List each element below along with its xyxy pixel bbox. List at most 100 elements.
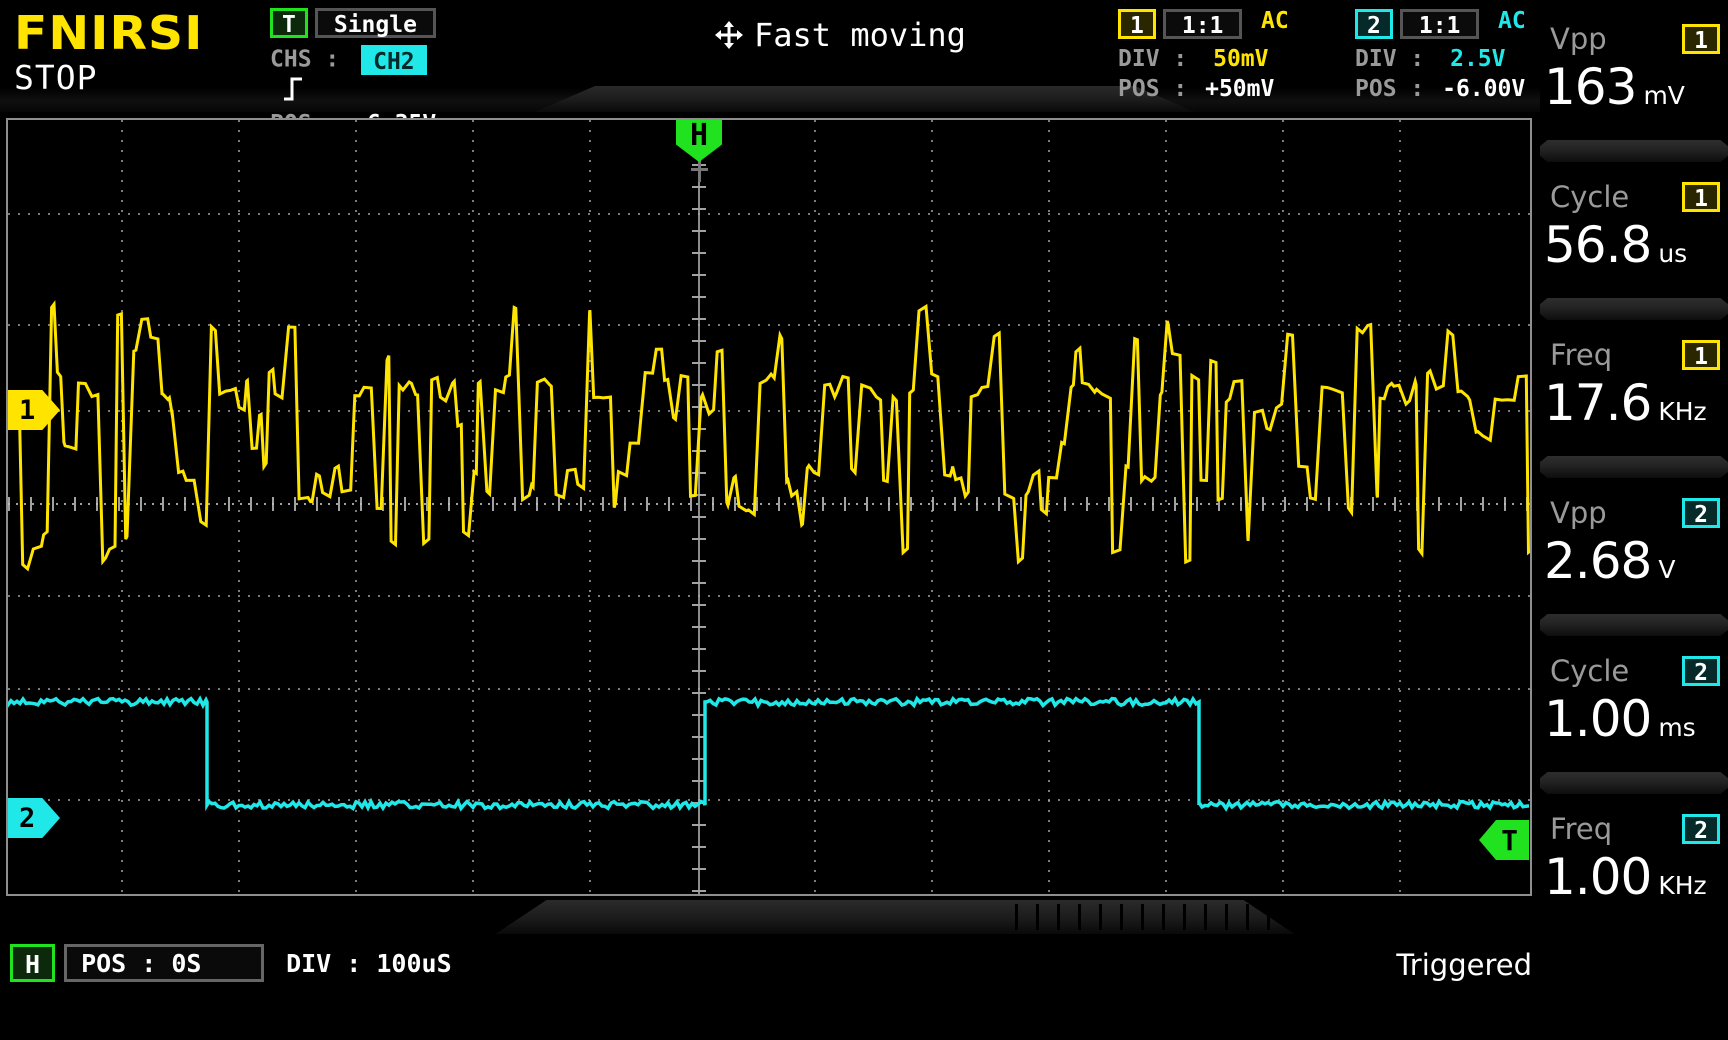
rising-edge-icon[interactable] [282,75,304,107]
trigger-mode-row: T Single [270,8,470,38]
channel-2-probe-button[interactable]: 1:1 [1399,8,1480,39]
measurement-cycle-ch1[interactable]: Cycle 1 56.8 us [1540,180,1728,338]
channel-1-pos-row: POS : +50mV [1118,76,1358,102]
measurement-channel-badge: 2 [1682,656,1720,686]
measurement-panel: Vpp 1 163 mV Cycle 1 56.8 us Freq 1 [1540,0,1728,1040]
measurement-value: 17.6 [1544,374,1652,432]
panel-separator [1540,140,1728,162]
timebase-ruler [1015,904,1295,930]
measurement-unit: KHz [1658,871,1707,900]
channel-1-pos-label: POS : [1118,75,1188,102]
measurement-unit: mV [1643,81,1685,110]
measurement-value: 1.00 [1544,690,1652,748]
measurement-header: Freq 2 [1540,812,1728,852]
measurement-value-row: 163 mV [1544,58,1724,116]
timebase-controls: H POS : 0S DIV : 100uS [10,944,452,982]
channel-2-settings: 2 1:1 AC DIV : 2.5V POS : -6.00V [1355,8,1595,102]
gridline-h [8,799,1530,801]
measurement-label: Cycle [1550,654,1630,688]
channel-1-pos-value[interactable]: +50mV [1205,75,1275,102]
trigger-badge-icon[interactable]: T [270,8,308,38]
measurement-label: Freq [1550,338,1613,372]
move-mode-indicator: Fast moving [714,16,966,58]
move-mode-label: Fast moving [754,16,966,54]
center-horizontal-axis [8,503,1530,505]
topbar-decoration [535,86,1195,112]
ch2-trace [8,695,1530,812]
measurement-channel-badge: 1 [1682,340,1720,370]
channel-2-badge[interactable]: 2 [1355,8,1393,39]
channel-1-div-row: DIV : 50mV [1118,46,1358,72]
channel-2-header: 2 1:1 AC [1355,8,1595,39]
channel-1-badge[interactable]: 1 [1118,8,1156,39]
measurement-freq-ch1[interactable]: Freq 1 17.6 KHz [1540,338,1728,496]
measurement-value-row: 56.8 us [1544,216,1724,274]
channel-2-pos-label: POS : [1355,75,1425,102]
measurement-vpp-ch1[interactable]: Vpp 1 163 mV [1540,22,1728,180]
measurement-value: 2.68 [1544,532,1652,590]
trigger-mode-button[interactable]: Single [314,8,436,38]
ch1-trace [8,300,1530,572]
measurement-unit: V [1658,555,1676,584]
measurement-freq-ch2[interactable]: Freq 2 1.00 KHz [1540,812,1728,970]
trigger-source-row: CHS : CH2 [270,45,470,107]
measurement-value-row: 1.00 KHz [1544,848,1724,906]
measurement-unit: ms [1658,713,1696,742]
channel-2-coupling[interactable]: AC [1498,8,1526,34]
measurement-header: Cycle 2 [1540,654,1728,694]
trigger-status-label: Triggered [1396,948,1532,982]
measurement-header: Vpp 2 [1540,496,1728,536]
channel-2-pos-row: POS : -6.00V [1355,76,1595,102]
measurement-cycle-ch2[interactable]: Cycle 2 1.00 ms [1540,654,1728,812]
measurement-label: Cycle [1550,180,1630,214]
gridline-h [8,324,1530,326]
timebase-div-label[interactable]: DIV : 100uS [286,948,452,978]
measurement-channel-badge: 2 [1682,814,1720,844]
channel-1-div-label: DIV : [1118,45,1188,72]
measurement-value-row: 2.68 V [1544,532,1724,590]
measurement-header: Cycle 1 [1540,180,1728,220]
timebase-position-field[interactable]: POS : 0S [64,944,265,982]
channel-2-div-value[interactable]: 2.5V [1450,45,1506,72]
gridline-h [8,595,1530,597]
measurement-channel-badge: 2 [1682,498,1720,528]
trigger-source-value[interactable]: CH2 [361,45,427,75]
measurement-label: Vpp [1550,496,1607,530]
channel-2-pos-value[interactable]: -6.00V [1442,75,1526,102]
run-state-label: STOP [14,58,98,97]
panel-separator [1540,456,1728,478]
measurement-value: 163 [1544,58,1637,116]
trigger-source-label: CHS : [270,46,340,73]
channel-2-div-label: DIV : [1355,45,1425,72]
measurement-unit: KHz [1658,397,1707,426]
measurement-header: Freq 1 [1540,338,1728,378]
channel-1-probe-button[interactable]: 1:1 [1162,8,1243,39]
measurement-header: Vpp 1 [1540,22,1728,62]
brand-logo: FNIRSI [14,6,204,60]
panel-separator [1540,614,1728,636]
gridline-h [8,688,1530,690]
measurement-vpp-ch2[interactable]: Vpp 2 2.68 V [1540,496,1728,654]
bottom-status-bar: H POS : 0S DIV : 100uS Triggered [0,900,1540,1040]
bottombar-decoration [495,900,1295,934]
channel-1-settings: 1 1:1 AC DIV : 50mV POS : +50mV [1118,8,1358,102]
measurement-label: Freq [1550,812,1613,846]
panel-separator [1540,772,1728,794]
h-marker-crossbar [691,168,708,171]
ch2-waveform-path [8,695,1530,812]
timebase-badge-icon[interactable]: H [10,944,56,982]
measurement-unit: us [1658,239,1688,268]
measurement-value-row: 17.6 KHz [1544,374,1724,432]
measurement-channel-badge: 1 [1682,24,1720,54]
channel-1-coupling[interactable]: AC [1261,8,1289,34]
gridline-h [8,410,1530,412]
waveform-plot-area[interactable]: 1 2 H T [6,118,1532,896]
channel-1-div-value[interactable]: 50mV [1213,45,1269,72]
gridline-h [8,213,1530,215]
waveform-traces [8,300,1530,812]
measurement-label: Vpp [1550,22,1607,56]
channel-1-header: 1 1:1 AC [1118,8,1358,39]
